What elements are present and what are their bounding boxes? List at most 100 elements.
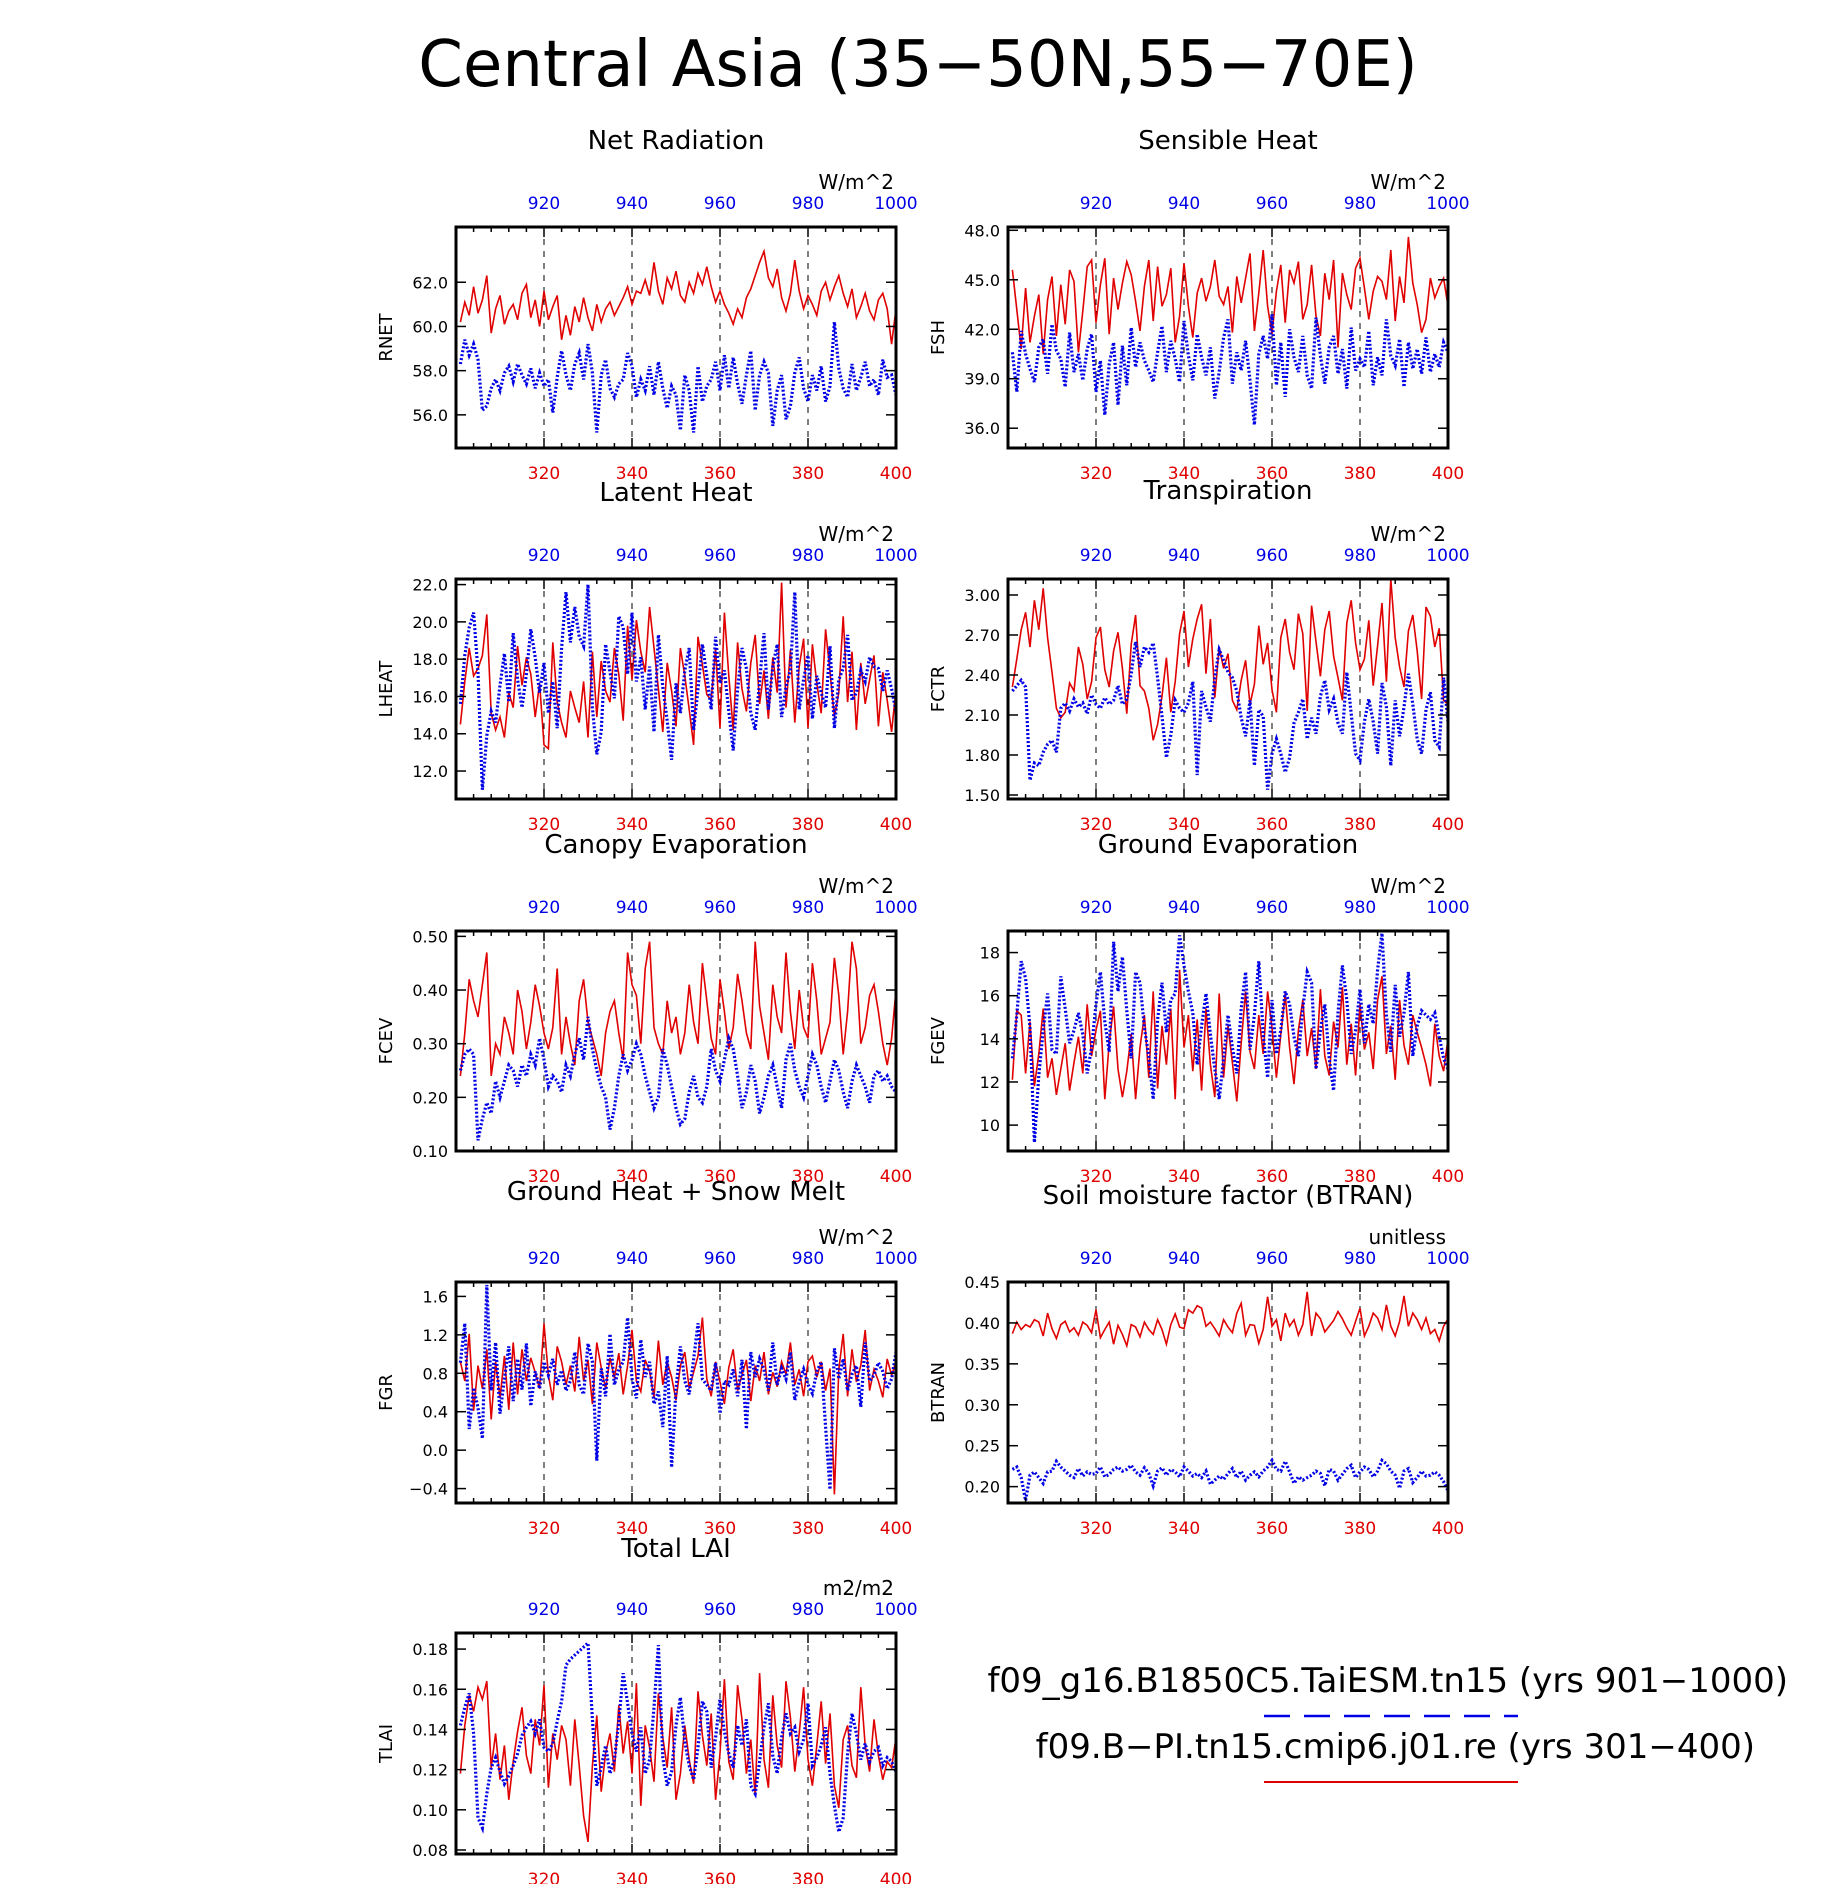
- plot-frame: [454, 577, 898, 801]
- panel-tlai: Total LAI m2/m2 TLAI 320 340 360 380 400 920 940 9…: [376, 1534, 918, 1884]
- x-tick-label-top: 960: [1256, 194, 1288, 214]
- x-tick-label-bottom: 360: [704, 815, 736, 835]
- panel-title: Latent Heat: [599, 478, 752, 508]
- x-tick-label-top: 960: [704, 194, 736, 214]
- y-tick-label: 36.0: [964, 419, 1000, 438]
- y-tick-label: 1.50: [964, 786, 1000, 805]
- y-tick-label: 0.45: [964, 1273, 1000, 1292]
- x-tick-label-top: 940: [1168, 194, 1200, 214]
- y-tick-label: 56.0: [412, 406, 448, 425]
- y-tick-label: 0.50: [412, 927, 448, 946]
- series-line-red: [1011, 236, 1449, 355]
- x-tick-label-top: 1000: [874, 194, 917, 214]
- y-axis-label: FSH: [928, 320, 949, 355]
- y-tick-label: 0.18: [412, 1640, 448, 1659]
- y-tick-label: 0.0: [423, 1441, 448, 1460]
- panel-btran: Soil moisture factor (BTRAN) unitless BTRA…: [928, 1181, 1470, 1539]
- units-label: W/m^2: [819, 874, 894, 898]
- y-axis-label: FGR: [376, 1374, 397, 1411]
- plot-frame: [1006, 225, 1450, 450]
- y-tick-label: 0.40: [964, 1314, 1000, 1333]
- series-line-blue: [458, 1639, 898, 1834]
- x-tick-label-top: 1000: [1426, 194, 1469, 214]
- x-tick-label-top: 920: [528, 1600, 560, 1620]
- x-tick-label-bottom: 340: [616, 1519, 648, 1539]
- legend-label-blue: f09_g16.B1850C5.TaiESM.tn15 (yrs 901−100…: [987, 1661, 1788, 1701]
- x-tick-label-bottom: 360: [1256, 464, 1288, 484]
- x-tick-label-top: 920: [528, 1249, 560, 1269]
- series-line-blue: [1010, 933, 1450, 1143]
- x-tick-label-bottom: 340: [616, 464, 648, 484]
- x-tick-label-bottom: 320: [528, 815, 560, 835]
- panel-fgev: Ground Evaporation W/m^2 FGEV 320 340 360 380 4…: [928, 830, 1470, 1187]
- y-tick-label: 60.0: [412, 317, 448, 336]
- x-tick-label-top: 940: [1168, 898, 1200, 918]
- x-tick-label-top: 980: [1344, 546, 1376, 566]
- legend: f09_g16.B1850C5.TaiESM.tn15 (yrs 901−100…: [987, 1661, 1788, 1783]
- x-tick-label-top: 920: [1080, 546, 1112, 566]
- units-label: W/m^2: [1371, 522, 1446, 546]
- x-tick-label-bottom: 400: [1432, 815, 1464, 835]
- x-tick-label-bottom: 380: [792, 1870, 824, 1884]
- y-tick-label: 2.10: [964, 706, 1000, 725]
- figure-title: Central Asia (35−50N,55−70E): [418, 28, 1417, 102]
- panel-title: Net Radiation: [588, 126, 765, 156]
- y-tick-label: 14.0: [412, 725, 448, 744]
- units-label: W/m^2: [819, 170, 894, 194]
- x-tick-label-bottom: 360: [704, 1519, 736, 1539]
- x-tick-label-top: 1000: [874, 898, 917, 918]
- y-axis-label: BTRAN: [928, 1362, 949, 1423]
- series-line-blue: [1010, 314, 1450, 426]
- x-tick-label-top: 980: [792, 1249, 824, 1269]
- x-tick-label-top: 980: [1344, 194, 1376, 214]
- x-tick-label-top: 980: [792, 546, 824, 566]
- y-tick-label: 0.35: [964, 1355, 1000, 1374]
- y-tick-label: 0.30: [412, 1035, 448, 1054]
- y-axis-label: FGEV: [928, 1016, 949, 1065]
- x-tick-label-bottom: 320: [528, 464, 560, 484]
- y-tick-label: 10: [980, 1116, 1000, 1135]
- x-tick-label-top: 960: [704, 1249, 736, 1269]
- x-tick-label-top: 920: [528, 546, 560, 566]
- x-tick-label-bottom: 380: [792, 1167, 824, 1187]
- x-tick-label-bottom: 320: [1080, 1167, 1112, 1187]
- y-tick-label: −0.4: [409, 1480, 448, 1499]
- panels: Net Radiation W/m^2 RNET 320 340 360 380 400 920…: [376, 126, 1470, 1884]
- x-tick-label-top: 960: [1256, 898, 1288, 918]
- x-tick-label-bottom: 340: [616, 1167, 648, 1187]
- panel-fcev: Canopy Evaporation W/m^2 FCEV 320 340 360 380 4…: [376, 830, 918, 1187]
- plot-frame: [454, 1280, 898, 1505]
- x-tick-label-bottom: 320: [1080, 464, 1112, 484]
- x-tick-label-bottom: 400: [1432, 1167, 1464, 1187]
- x-tick-label-bottom: 320: [1080, 1519, 1112, 1539]
- series-line-blue: [458, 321, 898, 433]
- series-line-red: [1011, 578, 1449, 741]
- x-tick-label-bottom: 340: [616, 815, 648, 835]
- panel-rnet: Net Radiation W/m^2 RNET 320 340 360 380 400 920…: [376, 126, 918, 484]
- y-tick-label: 18: [980, 944, 1000, 963]
- units-label: W/m^2: [1371, 874, 1446, 898]
- y-tick-label: 0.40: [412, 981, 448, 1000]
- x-tick-label-bottom: 360: [1256, 815, 1288, 835]
- y-tick-label: 16.0: [412, 687, 448, 706]
- y-tick-label: 14: [980, 1030, 1000, 1049]
- panel-title: Ground Heat + Snow Melt: [507, 1177, 845, 1207]
- plot-frame: [1006, 1280, 1450, 1505]
- x-tick-label-top: 1000: [874, 1249, 917, 1269]
- panel-title: Sensible Heat: [1138, 126, 1317, 156]
- x-tick-label-top: 960: [1256, 1249, 1288, 1269]
- y-tick-label: 0.12: [412, 1761, 448, 1780]
- x-tick-label-top: 940: [616, 1600, 648, 1620]
- x-tick-label-bottom: 400: [1432, 1519, 1464, 1539]
- y-axis-label: TLAI: [376, 1724, 397, 1764]
- x-tick-label-bottom: 380: [1344, 464, 1376, 484]
- x-tick-label-bottom: 320: [1080, 815, 1112, 835]
- y-tick-label: 0.8: [423, 1364, 448, 1383]
- units-label: W/m^2: [1371, 170, 1446, 194]
- y-tick-label: 0.16: [412, 1680, 448, 1699]
- panel-title: Ground Evaporation: [1098, 830, 1358, 860]
- series-line-red: [459, 1673, 897, 1843]
- x-tick-label-bottom: 340: [1168, 464, 1200, 484]
- legend-label-red: f09.B−PI.tn15.cmip6.j01.re (yrs 301−400): [1036, 1727, 1755, 1767]
- y-axis-label: LHEAT: [376, 660, 397, 718]
